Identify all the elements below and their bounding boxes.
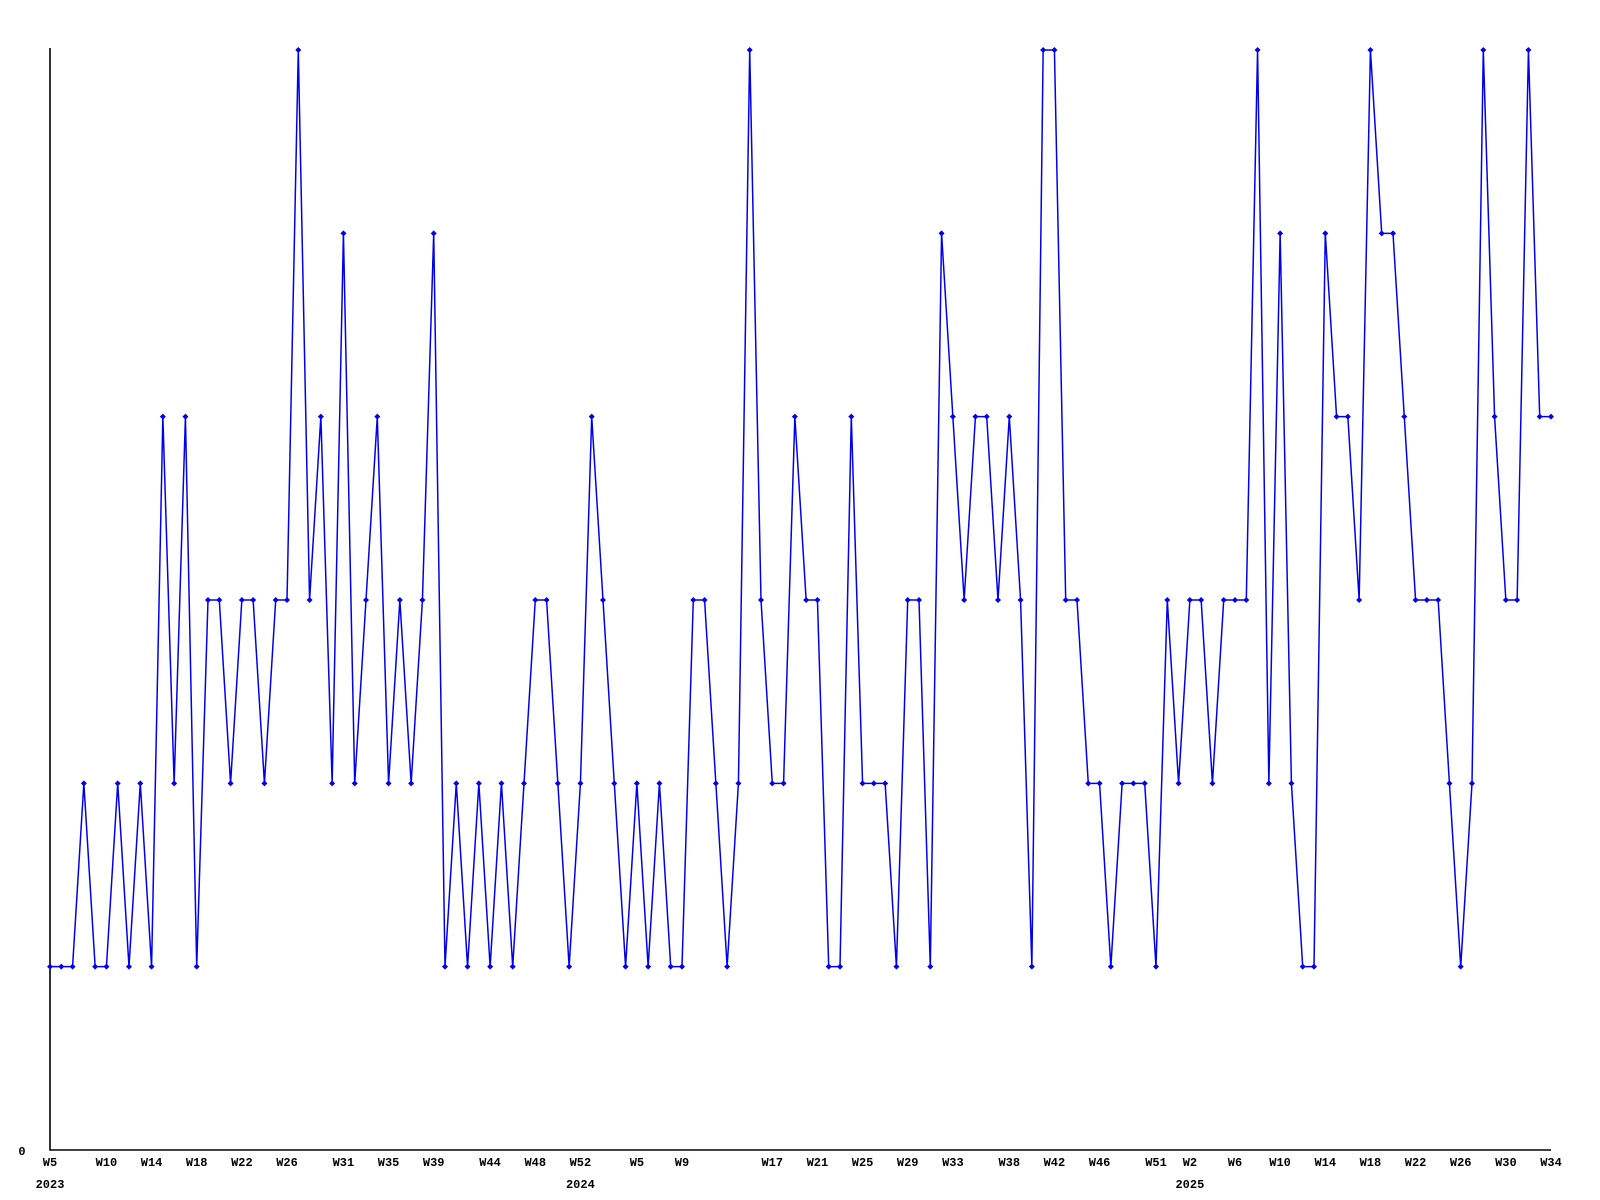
svg-text:W17: W17 (761, 1156, 783, 1170)
svg-text:W5: W5 (630, 1156, 644, 1170)
svg-text:W29: W29 (897, 1156, 919, 1170)
svg-text:W34: W34 (1540, 1156, 1562, 1170)
svg-text:W22: W22 (1405, 1156, 1427, 1170)
svg-text:W26: W26 (276, 1156, 298, 1170)
svg-text:W22: W22 (231, 1156, 253, 1170)
svg-text:W14: W14 (141, 1156, 163, 1170)
svg-text:W39: W39 (423, 1156, 445, 1170)
svg-text:W42: W42 (1044, 1156, 1066, 1170)
svg-text:W10: W10 (1269, 1156, 1291, 1170)
svg-text:W10: W10 (96, 1156, 118, 1170)
svg-text:W35: W35 (378, 1156, 400, 1170)
svg-text:W48: W48 (524, 1156, 546, 1170)
svg-text:2023: 2023 (36, 1178, 65, 1192)
svg-text:W52: W52 (570, 1156, 592, 1170)
svg-text:W2: W2 (1183, 1156, 1197, 1170)
svg-text:W6: W6 (1228, 1156, 1242, 1170)
svg-text:W33: W33 (942, 1156, 964, 1170)
svg-text:W30: W30 (1495, 1156, 1517, 1170)
svg-text:W25: W25 (852, 1156, 874, 1170)
svg-text:W18: W18 (186, 1156, 208, 1170)
svg-text:W18: W18 (1360, 1156, 1382, 1170)
svg-text:W31: W31 (333, 1156, 355, 1170)
svg-text:W14: W14 (1314, 1156, 1336, 1170)
svg-text:W21: W21 (807, 1156, 829, 1170)
svg-text:W9: W9 (675, 1156, 689, 1170)
svg-text:W26: W26 (1450, 1156, 1472, 1170)
svg-text:W46: W46 (1089, 1156, 1111, 1170)
svg-text:W38: W38 (998, 1156, 1020, 1170)
svg-text:W5: W5 (43, 1156, 57, 1170)
svg-text:2025: 2025 (1175, 1178, 1204, 1192)
svg-text:2024: 2024 (566, 1178, 595, 1192)
svg-text:W44: W44 (479, 1156, 501, 1170)
svg-text:W51: W51 (1145, 1156, 1167, 1170)
svg-text:0: 0 (18, 1145, 25, 1159)
